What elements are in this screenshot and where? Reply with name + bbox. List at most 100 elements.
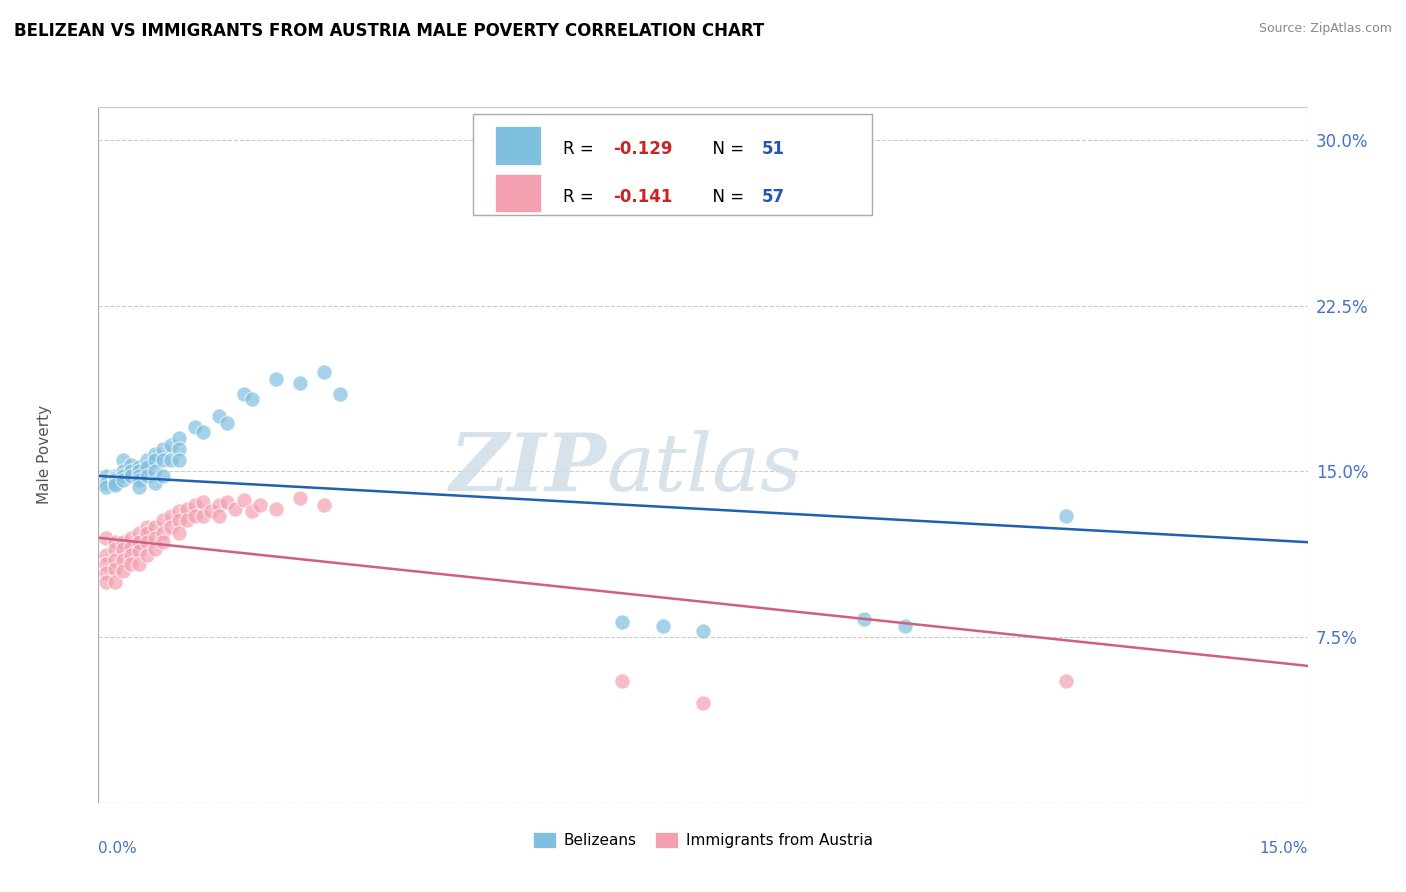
Point (240, 392, 263, 406)
Point (853, 612, 876, 626)
Point (193, 495, 215, 509)
Point (120, 531, 142, 545)
Point (103, 469, 125, 483)
Point (152, 442, 174, 457)
Point (135, 460, 157, 475)
Point (692, 697, 714, 711)
Point (128, 473, 150, 487)
Point (111, 535, 134, 549)
Point (217, 416, 239, 430)
Point (111, 465, 134, 479)
Text: 51: 51 (762, 140, 785, 158)
Text: N =: N = (702, 140, 749, 158)
Point (120, 549, 142, 563)
Point (128, 526, 150, 541)
Point (128, 480, 150, 494)
Point (167, 442, 190, 457)
Point (167, 513, 190, 527)
Point (103, 475, 125, 490)
Point (288, 376, 311, 391)
Point (208, 409, 231, 424)
Point (111, 553, 134, 567)
Point (111, 453, 134, 467)
Text: N =: N = (702, 187, 749, 206)
Point (160, 508, 183, 523)
Point (96, 480, 118, 494)
Point (160, 453, 183, 467)
Point (128, 460, 150, 475)
Point (184, 420, 207, 434)
Point (143, 541, 166, 556)
Point (128, 544, 150, 558)
Text: 0.0%: 0.0% (98, 841, 138, 856)
Point (135, 469, 157, 483)
Point (314, 498, 336, 512)
Point (167, 431, 190, 445)
Point (176, 502, 198, 516)
Point (111, 473, 134, 487)
Point (612, 674, 634, 689)
Point (1054, 508, 1077, 523)
Point (314, 365, 336, 379)
FancyBboxPatch shape (495, 127, 541, 165)
Point (232, 493, 254, 508)
Text: 15.0%: 15.0% (1260, 841, 1308, 856)
Point (103, 477, 125, 491)
Point (103, 541, 125, 556)
Point (96, 574, 118, 589)
Point (103, 471, 125, 485)
Point (167, 453, 190, 467)
Point (111, 541, 134, 556)
Text: BELIZEAN VS IMMIGRANTS FROM AUSTRIA MALE POVERTY CORRELATION CHART: BELIZEAN VS IMMIGRANTS FROM AUSTRIA MALE… (14, 22, 765, 40)
Point (120, 465, 142, 479)
Point (152, 469, 174, 483)
Point (128, 535, 150, 549)
Text: -0.129: -0.129 (613, 140, 673, 158)
Text: R =: R = (562, 187, 599, 206)
Point (160, 438, 183, 452)
Point (135, 535, 157, 549)
Point (103, 574, 125, 589)
Point (217, 495, 239, 509)
Point (893, 619, 915, 633)
Point (184, 498, 207, 512)
Text: Male Poverty: Male Poverty (37, 405, 52, 505)
Point (120, 458, 142, 472)
Point (288, 491, 311, 505)
Point (692, 624, 714, 638)
Point (193, 425, 215, 439)
Point (160, 519, 183, 533)
Point (612, 615, 634, 629)
Point (135, 453, 157, 467)
Point (1054, 674, 1077, 689)
Text: Source: ZipAtlas.com: Source: ZipAtlas.com (1258, 22, 1392, 36)
Point (152, 535, 174, 549)
Point (128, 465, 150, 479)
Point (208, 498, 231, 512)
Point (96, 549, 118, 563)
Text: -0.141: -0.141 (613, 187, 673, 206)
Point (264, 372, 287, 386)
Point (111, 564, 134, 578)
Point (111, 469, 134, 483)
Point (152, 453, 174, 467)
Point (96, 558, 118, 572)
Point (120, 540, 142, 554)
Point (249, 498, 271, 512)
Point (103, 553, 125, 567)
Point (167, 504, 190, 518)
Text: R =: R = (562, 140, 599, 158)
Point (128, 469, 150, 483)
Point (143, 453, 166, 467)
Point (224, 502, 246, 516)
Point (329, 387, 352, 401)
Point (200, 504, 222, 518)
Point (96, 469, 118, 483)
Point (193, 508, 215, 523)
FancyBboxPatch shape (495, 174, 541, 212)
Point (135, 519, 157, 533)
Text: atlas: atlas (606, 430, 801, 508)
Point (143, 475, 166, 490)
Point (208, 508, 231, 523)
Point (240, 504, 263, 518)
